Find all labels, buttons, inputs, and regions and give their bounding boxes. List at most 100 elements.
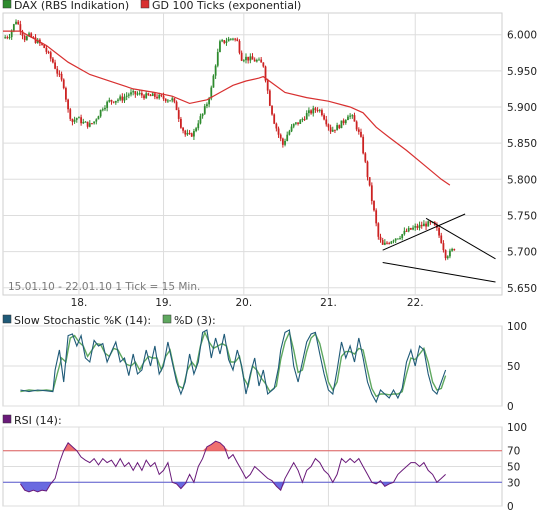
candle-body [30, 33, 33, 38]
candle-body [388, 243, 391, 245]
candle-body [310, 110, 312, 114]
candle-body [180, 118, 182, 128]
gd100-legend-swatch [140, 0, 150, 9]
candle-body [273, 114, 276, 124]
candle-body [203, 106, 206, 114]
price-y-tick-label: 5.750 [507, 210, 537, 222]
candle-body [349, 115, 352, 117]
price-panel: DAX (RBS Indikation) GD 100 Ticks (expon… [2, 0, 537, 309]
candle-body [370, 185, 373, 201]
candle-body [188, 132, 191, 134]
candle-body [308, 110, 310, 114]
candle-body [286, 134, 289, 141]
candle-body [260, 59, 263, 63]
candle-body [425, 223, 427, 227]
candle-body [240, 52, 243, 61]
candle-body [453, 249, 456, 251]
candle-body [368, 177, 371, 186]
rsi-y-tick-label: 100 [507, 422, 527, 434]
candle-body [99, 109, 102, 117]
price-y-tick-label: 5.650 [507, 283, 537, 295]
price-x-tick-label: 21. [320, 297, 337, 309]
candle-body [208, 98, 211, 105]
trend-line [382, 213, 466, 251]
rsi-series-line [19, 440, 446, 493]
candle-body [392, 240, 395, 242]
stoch-y-tick-label: 0 [507, 401, 514, 413]
candle-body [112, 101, 115, 103]
candle-body [323, 115, 325, 120]
candle-body [153, 93, 156, 97]
candle-body [78, 117, 80, 119]
candle-body [407, 228, 410, 232]
candle-body [312, 108, 315, 114]
candle-body [253, 59, 256, 62]
stoch-y-tick-label: 50 [507, 361, 520, 373]
stoch-k-legend-swatch [2, 314, 12, 324]
period-note: 15.01.10 - 22.01.10 1 Tick = 15 Min. [8, 281, 200, 293]
candle-body [355, 121, 358, 130]
candle-body [366, 161, 369, 178]
candle-body [52, 58, 54, 63]
candle-body [58, 73, 61, 75]
candle-body [97, 116, 100, 120]
candle-body [49, 52, 52, 59]
candle-body [314, 108, 317, 111]
candle-body [101, 109, 104, 111]
candle-body [151, 93, 154, 96]
candle-body [34, 37, 37, 43]
candle-body [28, 33, 30, 37]
candle-body [414, 226, 417, 228]
candle-body [394, 238, 397, 241]
candle-body [440, 235, 443, 244]
candle-body [403, 230, 406, 235]
candle-body [216, 52, 219, 66]
candle-body [160, 94, 163, 96]
candle-body [412, 227, 414, 230]
candle-body [221, 40, 224, 42]
candle-body [164, 98, 167, 102]
candle-body [268, 90, 271, 106]
candle-body [223, 40, 226, 43]
candle-body [132, 91, 135, 93]
candle-body [342, 120, 345, 124]
candle-body [264, 66, 267, 81]
candle-body [292, 123, 295, 127]
rsi-legend-swatch [2, 414, 12, 424]
candle-body [95, 119, 98, 122]
price-x-tick-label: 20. [235, 297, 252, 309]
candle-body [23, 35, 26, 41]
candle-body [288, 131, 291, 135]
price-y-axis: 6.000 5.950 5.900 5.850 5.800 5.750 5.700 5.650 [507, 30, 537, 295]
candle-body [227, 38, 230, 42]
candle-body [117, 99, 119, 101]
candle-body [91, 123, 93, 125]
candle-body [149, 95, 152, 97]
candle-body [344, 120, 347, 124]
candle-body [136, 93, 139, 95]
candle-body [110, 99, 113, 102]
candle-body [19, 24, 22, 32]
candle-body [130, 92, 132, 95]
price-y-tick-label: 5.900 [507, 102, 537, 114]
candle-body [316, 110, 319, 112]
candle-body [10, 30, 13, 38]
candle-body [422, 223, 425, 227]
candle-body [390, 241, 393, 244]
gd100-series-line [3, 30, 451, 186]
rsi-y-axis: 100 70 50 30 0 [507, 422, 527, 513]
candle-body [234, 38, 237, 40]
candle-body [15, 21, 17, 25]
candle-body [193, 131, 195, 137]
candle-body [420, 224, 423, 227]
candle-body [327, 124, 330, 128]
price-y-tick-label: 5.950 [507, 66, 537, 78]
candle-body [321, 110, 323, 116]
dax-legend-label: DAX (RBS Indikation) [14, 0, 129, 12]
dax-legend-swatch [2, 0, 12, 9]
candle-body [41, 43, 43, 45]
candle-body [67, 99, 69, 110]
candle-body [158, 94, 161, 99]
candle-body [379, 236, 382, 241]
